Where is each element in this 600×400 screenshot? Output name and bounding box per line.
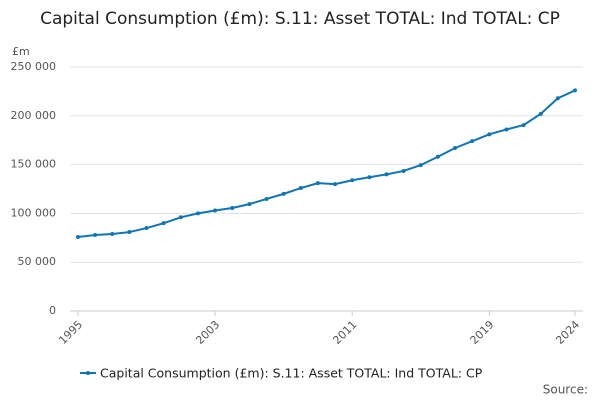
y-tick-label: 150 000	[11, 158, 57, 171]
point	[76, 235, 80, 240]
point	[333, 182, 338, 187]
point	[350, 178, 355, 183]
x-tick-label: 2003	[193, 318, 222, 347]
point	[195, 211, 200, 216]
y-tick-label: 250 000	[11, 60, 57, 73]
point	[161, 221, 166, 226]
point	[435, 154, 440, 159]
point	[93, 232, 98, 237]
y-tick-label: 100 000	[11, 206, 57, 219]
point	[504, 127, 509, 132]
point	[573, 88, 577, 93]
x-tick-label: 2024	[553, 318, 582, 347]
point	[555, 96, 560, 101]
point	[144, 226, 149, 231]
x-tick-label: 2019	[468, 318, 497, 347]
point	[178, 215, 183, 220]
y-tick-label: 50 000	[18, 255, 57, 268]
point	[110, 231, 115, 236]
point	[470, 139, 475, 144]
source-label: Source:	[543, 383, 588, 397]
x-tick-label: 2011	[330, 318, 359, 347]
line	[77, 89, 576, 239]
point	[538, 111, 543, 116]
point	[453, 146, 458, 151]
legend-label: Capital Consumption (£m): S.11: Asset TO…	[100, 366, 483, 381]
point	[247, 202, 252, 207]
legend-marker	[86, 371, 90, 375]
y-unit-label: £m	[12, 45, 30, 58]
point	[367, 175, 372, 180]
point	[264, 196, 269, 201]
point	[401, 168, 406, 173]
point	[418, 163, 423, 168]
point	[298, 186, 303, 191]
point	[127, 230, 132, 235]
point	[230, 206, 235, 211]
y-tick-label: 0	[49, 304, 56, 317]
point	[384, 172, 389, 177]
point	[487, 132, 492, 137]
point	[521, 123, 526, 128]
chart-title: Capital Consumption (£m): S.11: Asset TO…	[40, 9, 560, 29]
point	[315, 181, 320, 186]
point	[213, 208, 218, 213]
point	[281, 191, 286, 196]
y-tick-label: 200 000	[11, 109, 57, 122]
x-tick-label: 1995	[56, 318, 85, 347]
